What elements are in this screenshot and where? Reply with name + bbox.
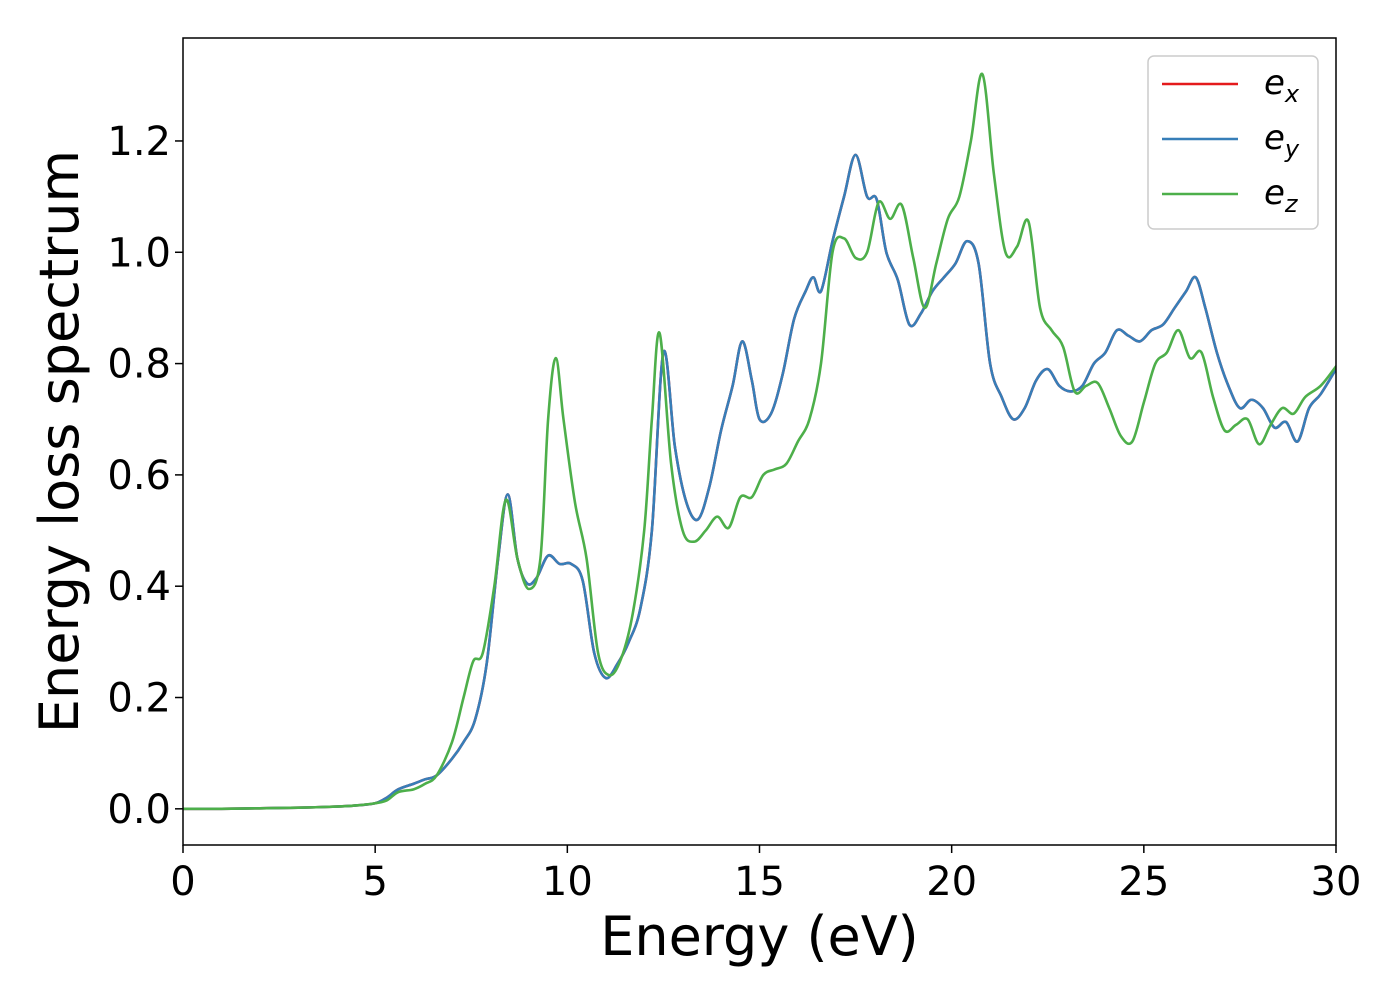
legend: ex ey ez: [1147, 55, 1319, 230]
y-tick-label: 1.2: [107, 119, 171, 165]
y-tick-label: 1.0: [107, 230, 171, 276]
legend-entry-z: ez: [1264, 173, 1299, 218]
x-tick-label: 0: [170, 859, 195, 905]
y-tick-label: 0.2: [107, 676, 171, 722]
x-tick-label: 25: [1118, 859, 1169, 905]
y-tick-label: 0.8: [107, 342, 171, 388]
series-layer: [183, 72, 1336, 811]
y-axis: 0.0 0.2 0.4 0.6 0.8 1.0 1.2: [107, 119, 183, 833]
series-line-y: [183, 153, 1336, 811]
y-tick-label: 0.0: [107, 787, 171, 833]
x-axis-label: Energy (eV): [600, 905, 919, 968]
y-tick-label: 0.4: [107, 564, 171, 610]
x-tick-label: 5: [362, 859, 387, 905]
x-tick-label: 10: [542, 859, 593, 905]
legend-entry-y: ey: [1264, 118, 1300, 163]
x-tick-label: 15: [734, 859, 785, 905]
x-tick-label: 20: [926, 859, 977, 905]
series-line-z: [183, 72, 1336, 811]
legend-box: [1147, 55, 1319, 230]
y-axis-label: Energy loss spectrum: [28, 150, 91, 733]
legend-entry-x: ex: [1264, 63, 1300, 108]
x-tick-label: 30: [1311, 859, 1362, 905]
x-axis: 0 5 10 15 20 25 30: [170, 845, 1361, 905]
y-tick-label: 0.6: [107, 453, 171, 499]
